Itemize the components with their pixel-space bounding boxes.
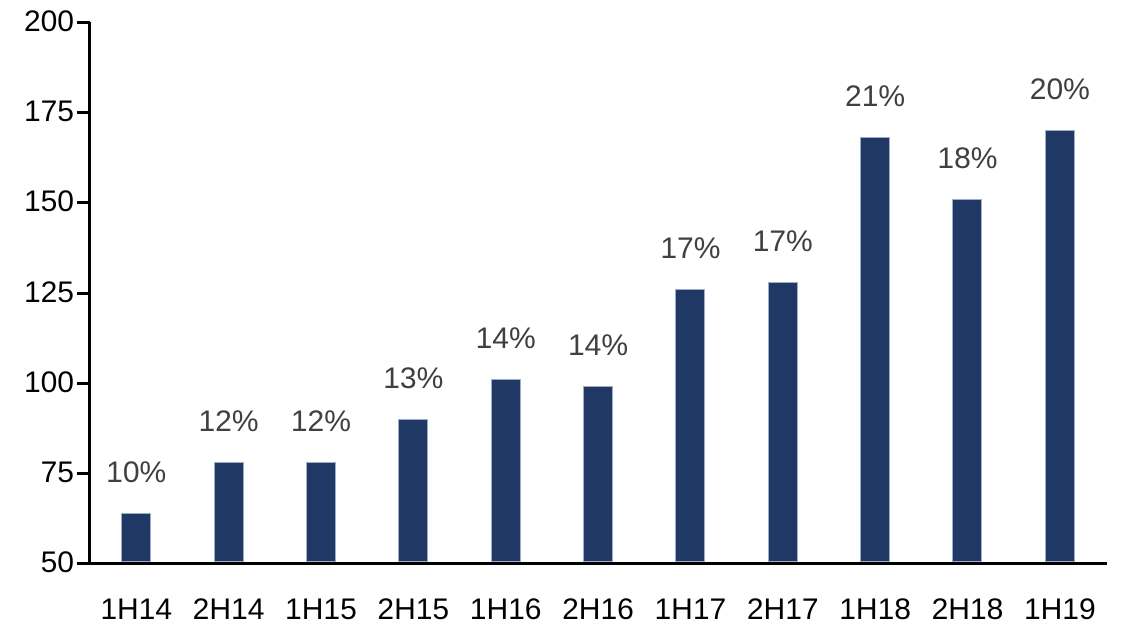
y-tick-label-100: 100 — [23, 365, 74, 399]
x-axis-line — [88, 562, 1107, 565]
bar-label-1H19: 20% — [1029, 73, 1090, 107]
bar-2H18 — [952, 198, 983, 562]
y-tick-label-150: 150 — [23, 185, 74, 219]
bar-1H14 — [121, 512, 152, 562]
x-tick-label-1H17: 1H17 — [654, 593, 727, 626]
x-tick-label-2H16: 2H16 — [562, 593, 634, 626]
bar-2H15 — [398, 418, 429, 562]
bar-label-1H16: 14% — [475, 322, 536, 356]
x-tick-label-1H15: 1H15 — [285, 593, 357, 626]
x-tick-label-1H16: 1H16 — [469, 593, 542, 626]
bar-label-1H15: 12% — [290, 405, 351, 438]
bar-label-2H17: 17% — [752, 224, 813, 258]
y-tick-mark-200 — [77, 21, 90, 24]
bar-1H18 — [860, 137, 891, 562]
x-tick-label-1H14: 1H14 — [100, 593, 173, 626]
x-tick-label-1H18: 1H18 — [839, 593, 911, 626]
y-tick-mark-75 — [77, 471, 90, 475]
y-tick-label-200: 200 — [23, 5, 74, 38]
bar-label-2H18: 18% — [937, 141, 998, 175]
y-tick-mark-50 — [77, 562, 90, 565]
y-tick-mark-125 — [77, 291, 90, 295]
bar-label-2H14: 12% — [198, 405, 259, 438]
x-tick-label-2H14: 2H14 — [192, 593, 265, 626]
bar-label-1H14: 10% — [106, 455, 167, 489]
y-tick-label-50: 50 — [40, 546, 74, 579]
x-tick-label-1H19: 1H19 — [1023, 593, 1096, 626]
bar-2H16 — [583, 386, 613, 562]
x-tick-label-2H17: 2H17 — [746, 593, 819, 626]
y-axis-line — [88, 22, 91, 565]
y-tick-label-125: 125 — [23, 275, 74, 309]
bar-label-2H16: 14% — [567, 329, 629, 363]
x-tick-label-2H15: 2H15 — [377, 593, 450, 626]
bar-1H17 — [675, 288, 706, 562]
bar-1H19 — [1044, 130, 1075, 562]
y-tick-label-175: 175 — [23, 95, 74, 129]
x-tick-label-2H18: 2H18 — [931, 593, 1004, 626]
bar-2H17 — [767, 281, 798, 562]
y-tick-mark-100 — [77, 381, 90, 385]
bar-2H14 — [213, 462, 244, 562]
bar-label-1H17: 17% — [660, 231, 721, 265]
bar-label-1H18: 21% — [845, 80, 906, 114]
bar-1H16 — [490, 379, 521, 562]
y-tick-mark-150 — [77, 201, 90, 205]
y-tick-label-75: 75 — [40, 455, 74, 489]
bar-1H15 — [305, 462, 336, 562]
bar-label-2H15: 13% — [383, 361, 444, 395]
y-tick-mark-175 — [77, 111, 90, 115]
